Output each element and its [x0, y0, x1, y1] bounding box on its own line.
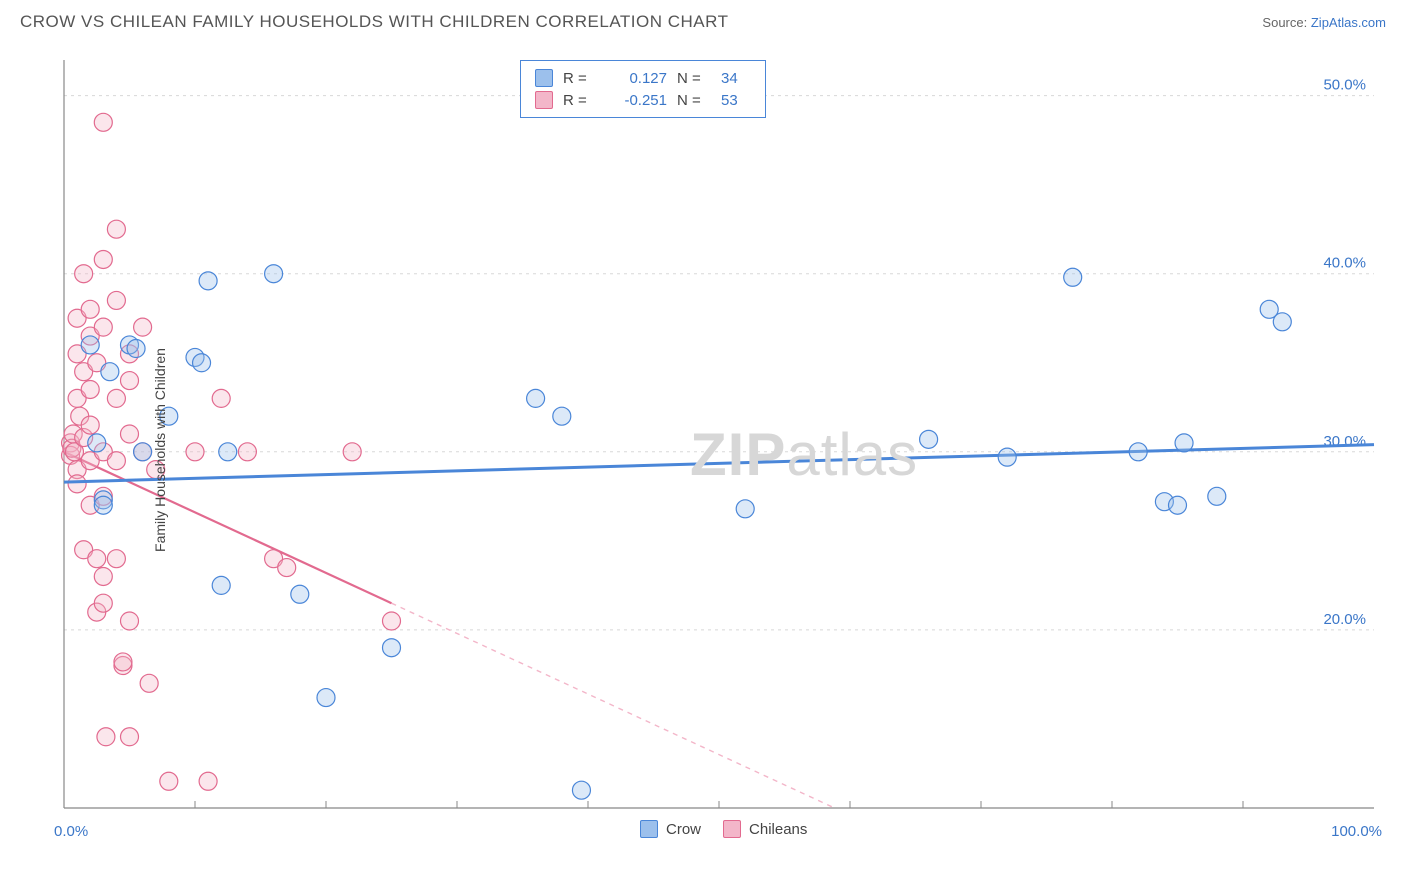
legend-swatch-chileans [535, 91, 553, 109]
chart-title: CROW VS CHILEAN FAMILY HOUSEHOLDS WITH C… [20, 12, 729, 32]
r-value-chileans: -0.251 [607, 92, 667, 109]
scatter-chart: 20.0%30.0%40.0%50.0% [50, 50, 1386, 840]
plot-container: Family Households with Children 20.0%30.… [50, 50, 1386, 840]
legend-swatch-icon [640, 820, 658, 838]
y-axis-label: Family Households with Children [152, 348, 168, 552]
legend-series: Crow Chileans [640, 820, 807, 838]
legend-row-crow: R = 0.127 N = 34 [535, 67, 751, 89]
n-label: N = [677, 70, 711, 87]
legend-correlation: R = 0.127 N = 34 R = -0.251 N = 53 [520, 60, 766, 118]
legend-name-chileans: Chileans [749, 821, 807, 838]
legend-row-chileans: R = -0.251 N = 53 [535, 89, 751, 111]
n-value-crow: 34 [721, 70, 751, 87]
svg-text:50.0%: 50.0% [1323, 77, 1366, 94]
legend-item-chileans: Chileans [723, 820, 807, 838]
x-axis-min-label: 0.0% [54, 823, 88, 840]
svg-text:40.0%: 40.0% [1323, 255, 1366, 272]
legend-swatch-crow [535, 69, 553, 87]
r-value-crow: 0.127 [607, 70, 667, 87]
legend-item-crow: Crow [640, 820, 701, 838]
n-value-chileans: 53 [721, 92, 751, 109]
r-label: R = [563, 70, 597, 87]
source-label: Source: ZipAtlas.com [1262, 15, 1386, 30]
source-link[interactable]: ZipAtlas.com [1311, 15, 1386, 30]
x-axis-max-label: 100.0% [1331, 823, 1382, 840]
header: CROW VS CHILEAN FAMILY HOUSEHOLDS WITH C… [0, 0, 1406, 36]
n-label: N = [677, 92, 711, 109]
source-prefix: Source: [1262, 15, 1307, 30]
legend-name-crow: Crow [666, 821, 701, 838]
r-label: R = [563, 92, 597, 109]
legend-swatch-icon [723, 820, 741, 838]
svg-text:20.0%: 20.0% [1323, 611, 1366, 628]
